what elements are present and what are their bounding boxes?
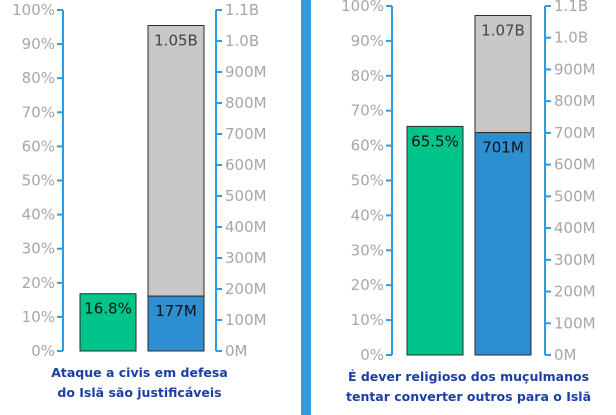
count-bar-label: 701M bbox=[482, 139, 524, 157]
percent-bar-label: 16.8% bbox=[84, 300, 132, 318]
right-tick-label: 400M bbox=[225, 218, 267, 236]
right-axis-ticks: 0M 100M 200M 300M 400M 500M 600M 700M 800M 900M 1.… bbox=[216, 1, 267, 360]
left-tick-label: 100% bbox=[12, 1, 55, 19]
right-tick-label: 1.0B bbox=[554, 29, 588, 47]
right-tick-label: 800M bbox=[225, 94, 267, 112]
left-tick-label: 70% bbox=[22, 103, 55, 121]
right-tick-label: 800M bbox=[554, 92, 596, 110]
left-tick-label: 60% bbox=[22, 137, 55, 155]
left-axis-ticks: 0% 10% 20% 30% 40% 50% 60% 70% 80% 90% 100% bbox=[12, 1, 63, 360]
right-tick-label: 0M bbox=[554, 346, 577, 364]
bars: 16.8% 1.05B 177M bbox=[79, 25, 205, 352]
left-tick-label: 40% bbox=[351, 206, 384, 224]
right-tick-label: 100M bbox=[554, 314, 596, 332]
right-tick-label: 900M bbox=[225, 63, 267, 81]
right-tick-label: 500M bbox=[225, 187, 267, 205]
right-tick-label: 1.1B bbox=[225, 1, 259, 19]
right-tick-label: 1.0B bbox=[225, 32, 259, 50]
chart-caption-line-1: Ataque a civis em defesa bbox=[51, 365, 228, 380]
left-tick-label: 50% bbox=[351, 172, 384, 190]
right-tick-label: 200M bbox=[554, 283, 596, 301]
center-divider bbox=[301, 0, 311, 415]
right-tick-label: 600M bbox=[554, 156, 596, 174]
left-tick-label: 90% bbox=[22, 35, 55, 53]
chart-panel-1: 0% 10% 20% 30% 40% 50% 60% 70% 80% 90% 100% 0M 100M… bbox=[12, 1, 266, 400]
right-tick-label: 200M bbox=[225, 280, 267, 298]
chart-panel-2: 0% 10% 20% 30% 40% 50% 60% 70% 80% 90% 100% 0M 100M… bbox=[341, 0, 595, 404]
right-tick-label: 700M bbox=[554, 124, 596, 142]
total-bar bbox=[474, 15, 532, 134]
left-tick-label: 60% bbox=[351, 137, 384, 155]
left-tick-label: 50% bbox=[22, 172, 55, 190]
chart-caption-line-2: tentar converter outros para o Islã bbox=[346, 389, 591, 404]
percent-bar-label: 65.5% bbox=[411, 132, 459, 150]
bars: 65.5% 1.07B 701M bbox=[406, 15, 532, 356]
left-tick-label: 0% bbox=[360, 346, 384, 364]
left-tick-label: 20% bbox=[22, 274, 55, 292]
left-tick-label: 0% bbox=[31, 342, 55, 360]
total-bar bbox=[147, 25, 205, 297]
right-tick-label: 0M bbox=[225, 342, 248, 360]
left-tick-label: 30% bbox=[22, 240, 55, 258]
chart-caption-line-2: do Islã são justificáveis bbox=[57, 385, 221, 400]
right-tick-label: 300M bbox=[554, 251, 596, 269]
count-bar bbox=[147, 295, 205, 352]
left-tick-label: 80% bbox=[351, 67, 384, 85]
left-tick-label: 100% bbox=[341, 0, 384, 15]
right-tick-label: 300M bbox=[225, 249, 267, 267]
left-tick-label: 10% bbox=[22, 308, 55, 326]
right-tick-label: 400M bbox=[554, 219, 596, 237]
left-tick-label: 10% bbox=[351, 311, 384, 329]
total-bar-label: 1.07B bbox=[481, 22, 525, 40]
right-tick-label: 700M bbox=[225, 125, 267, 143]
left-axis-ticks: 0% 10% 20% 30% 40% 50% 60% 70% 80% 90% 100% bbox=[341, 0, 392, 364]
right-tick-label: 1.1B bbox=[554, 0, 588, 15]
left-tick-label: 80% bbox=[22, 69, 55, 87]
total-bar-label: 1.05B bbox=[154, 32, 198, 50]
count-bar bbox=[474, 132, 532, 356]
count-bar-label: 177M bbox=[155, 302, 197, 320]
right-tick-label: 600M bbox=[225, 156, 267, 174]
percent-bar bbox=[79, 293, 137, 352]
left-tick-label: 30% bbox=[351, 241, 384, 259]
right-tick-label: 900M bbox=[554, 60, 596, 78]
left-tick-label: 90% bbox=[351, 32, 384, 50]
left-tick-label: 40% bbox=[22, 206, 55, 224]
left-tick-label: 70% bbox=[351, 102, 384, 120]
right-tick-label: 500M bbox=[554, 187, 596, 205]
chart-caption-line-1: É dever religioso dos muçulmanos bbox=[348, 369, 589, 384]
percent-bar bbox=[406, 125, 464, 356]
left-tick-label: 20% bbox=[351, 276, 384, 294]
right-tick-label: 100M bbox=[225, 311, 267, 329]
right-axis-ticks: 0M 100M 200M 300M 400M 500M 600M 700M 800M 900M 1.… bbox=[545, 0, 596, 364]
